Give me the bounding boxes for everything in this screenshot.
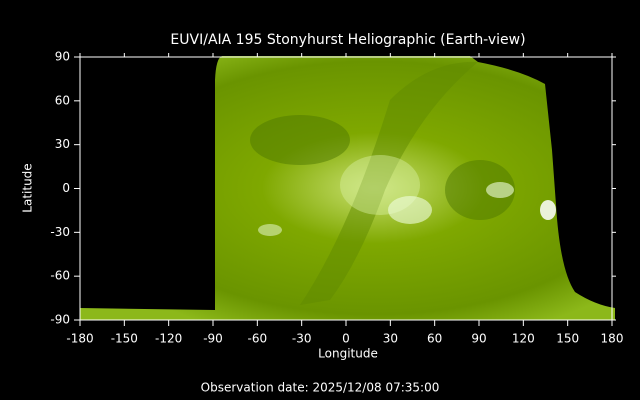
chart-title: EUVI/AIA 195 Stonyhurst Heliographic (Ea… (170, 32, 525, 48)
x-axis-label: Longitude (318, 347, 378, 361)
y-axis-label: Latitude (21, 163, 35, 212)
x-tick-label: -60 (248, 332, 268, 346)
x-tick-label: -180 (66, 332, 93, 346)
x-tick-label: 60 (427, 332, 442, 346)
y-tick-label: 30 (55, 137, 70, 151)
x-tick-label: -90 (203, 332, 223, 346)
x-tick-label: 150 (556, 332, 579, 346)
x-tick-label: -120 (155, 332, 182, 346)
x-tick-label: 90 (471, 332, 486, 346)
x-tick-label: 120 (512, 332, 535, 346)
y-tick-label: 60 (55, 93, 70, 107)
y-tick-label: 0 (62, 181, 70, 195)
y-tick-label: -30 (50, 225, 70, 239)
x-tick-label: 30 (383, 332, 398, 346)
x-tick-label: 180 (601, 332, 624, 346)
map-image (80, 56, 615, 320)
y-tick-label: -60 (50, 269, 70, 283)
x-tick-label: 0 (342, 332, 350, 346)
y-tick-label: -90 (50, 313, 70, 327)
x-tick-label: -150 (111, 332, 138, 346)
x-tick-label: -30 (292, 332, 312, 346)
y-tick-label: 90 (55, 50, 70, 64)
footer: Observation date: 2025/12/08 07:35:00 (201, 381, 440, 395)
